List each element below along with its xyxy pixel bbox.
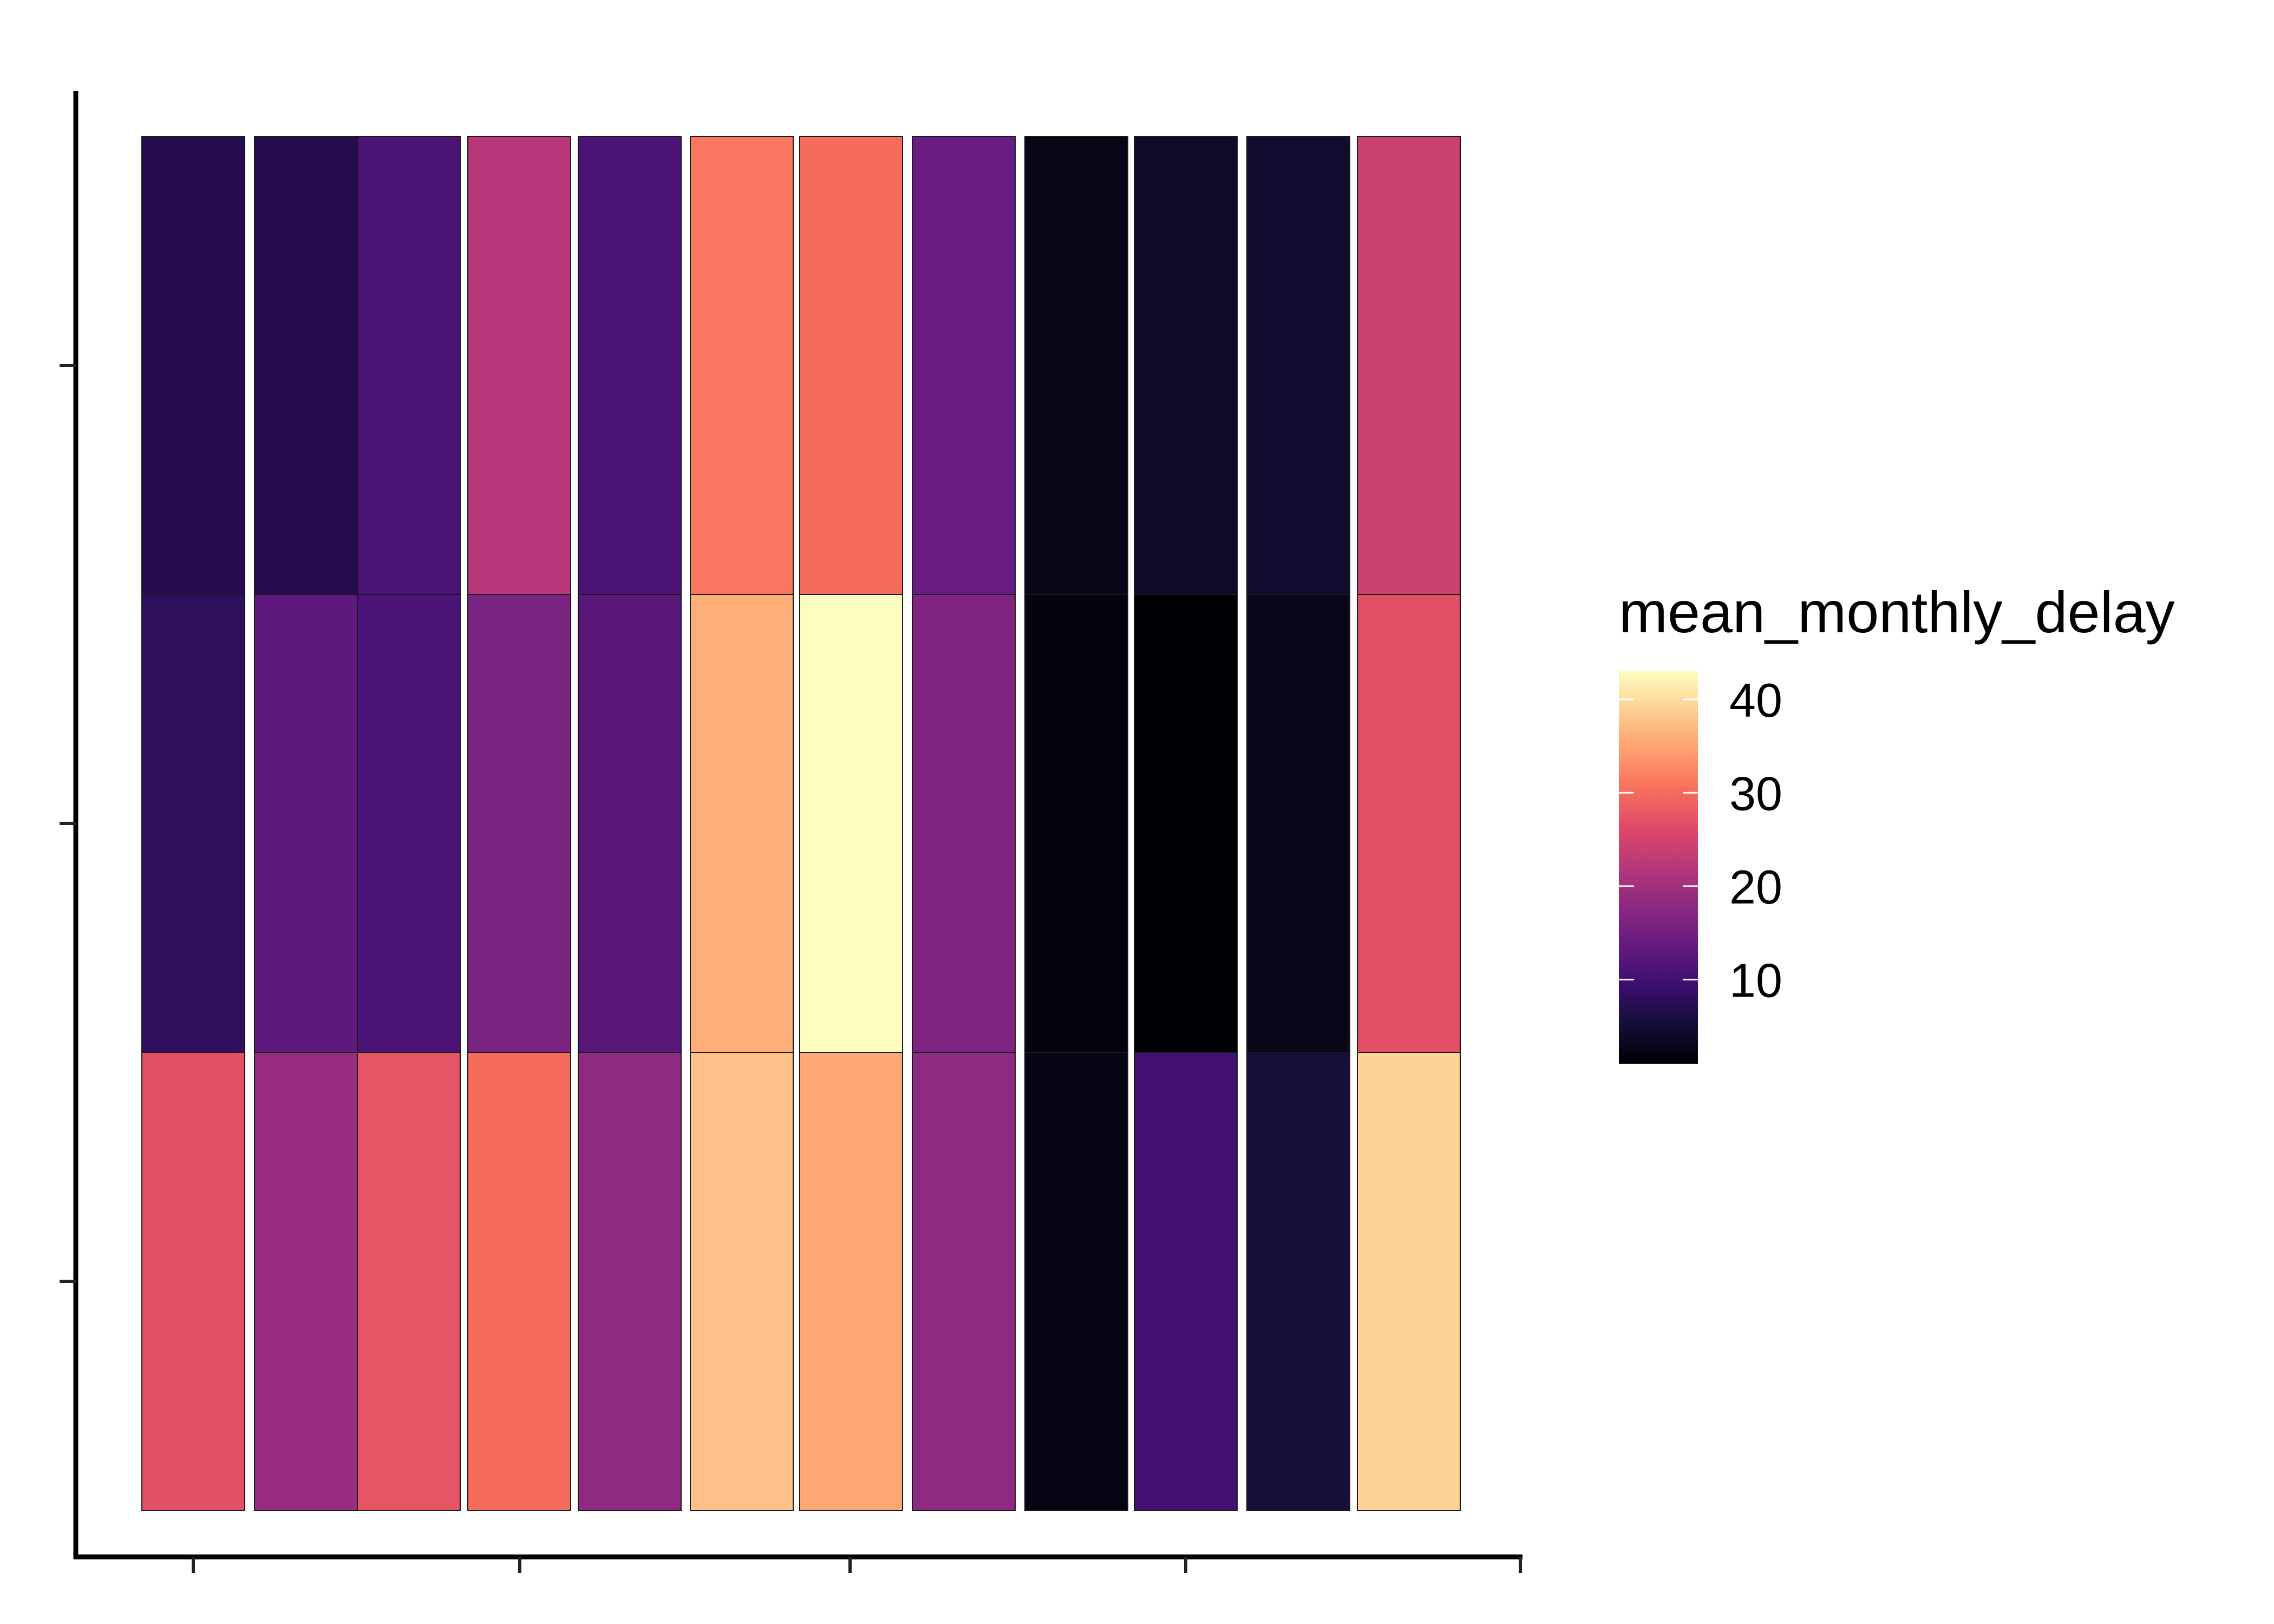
heatmap-cell-r3-c5 [578,1052,682,1511]
heatmap-cell-r2-c4 [467,594,571,1053]
heatmap-cell-r2-c7 [799,594,903,1053]
colorbar [1619,671,1698,1064]
heatmap-cell-r3-c7 [799,1052,903,1511]
heatmap-cell-r1-c1 [141,136,245,595]
axes [60,91,1522,1573]
heatmap-cell-r2-c3 [357,594,461,1053]
heatmap-cell-r1-c7 [799,136,903,595]
heatmap-cell-r1-c9 [1024,136,1128,595]
heatmap-cell-r3-c10 [1134,1052,1238,1511]
heatmap-cell-r3-c9 [1024,1052,1128,1511]
heatmap-cell-r1-c12 [1357,136,1461,595]
heatmap-cell-r2-c5 [578,594,682,1053]
legend-tick-label-30: 30 [1729,767,1782,820]
heatmap-cell-r2-c8 [912,594,1016,1053]
heatmap-cell-r2-c2 [254,594,358,1053]
heatmap-cell-r3-c4 [467,1052,571,1511]
legend-tick-label-10: 10 [1729,954,1782,1007]
heatmap-cell-r2-c12 [1357,594,1461,1053]
heatmap-cell-r1-c4 [467,136,571,595]
heatmap-cell-r3-c6 [690,1052,794,1511]
legend-tick-label-20: 20 [1729,860,1782,914]
legend-ticks: 10 20 30 40 [1619,673,1782,1007]
heatmap-cell-r1-c6 [690,136,794,595]
heatmap-cell-r1-c10 [1134,136,1238,595]
heatmap-cell-r3-c1 [141,1052,245,1511]
heatmap-cell-r1-c8 [912,136,1016,595]
heatmap-cell-r2-c6 [690,594,794,1053]
x-ticks [192,1557,1522,1573]
heatmap-cell-r3-c12 [1357,1052,1461,1511]
heatmap-cell-r2-c11 [1246,594,1350,1053]
heatmap-cell-r2-c10 [1134,594,1238,1053]
heatmap-cell-r3-c3 [357,1052,461,1511]
y-ticks [60,364,76,1283]
colorbar-legend: mean_monthly_delay 10 20 30 40 [1619,579,2175,1064]
heatmap-cell-r1-c11 [1246,136,1350,595]
heatmap-cell-r3-c11 [1246,1052,1350,1511]
legend-title: mean_monthly_delay [1619,579,2175,645]
legend-tick-label-40: 40 [1729,673,1782,727]
heatmap-cell-r2-c9 [1024,594,1128,1053]
heatmap-cell-r1-c5 [578,136,682,595]
heatmap-cell-r3-c2 [254,1052,358,1511]
heatmap-cell-r3-c8 [912,1052,1016,1511]
heatmap-cell-r1-c3 [357,136,461,595]
heatmap-cell-r2-c1 [141,594,245,1053]
heatmap-cell-r1-c2 [254,136,358,595]
heatmap-cells [141,136,1461,1511]
